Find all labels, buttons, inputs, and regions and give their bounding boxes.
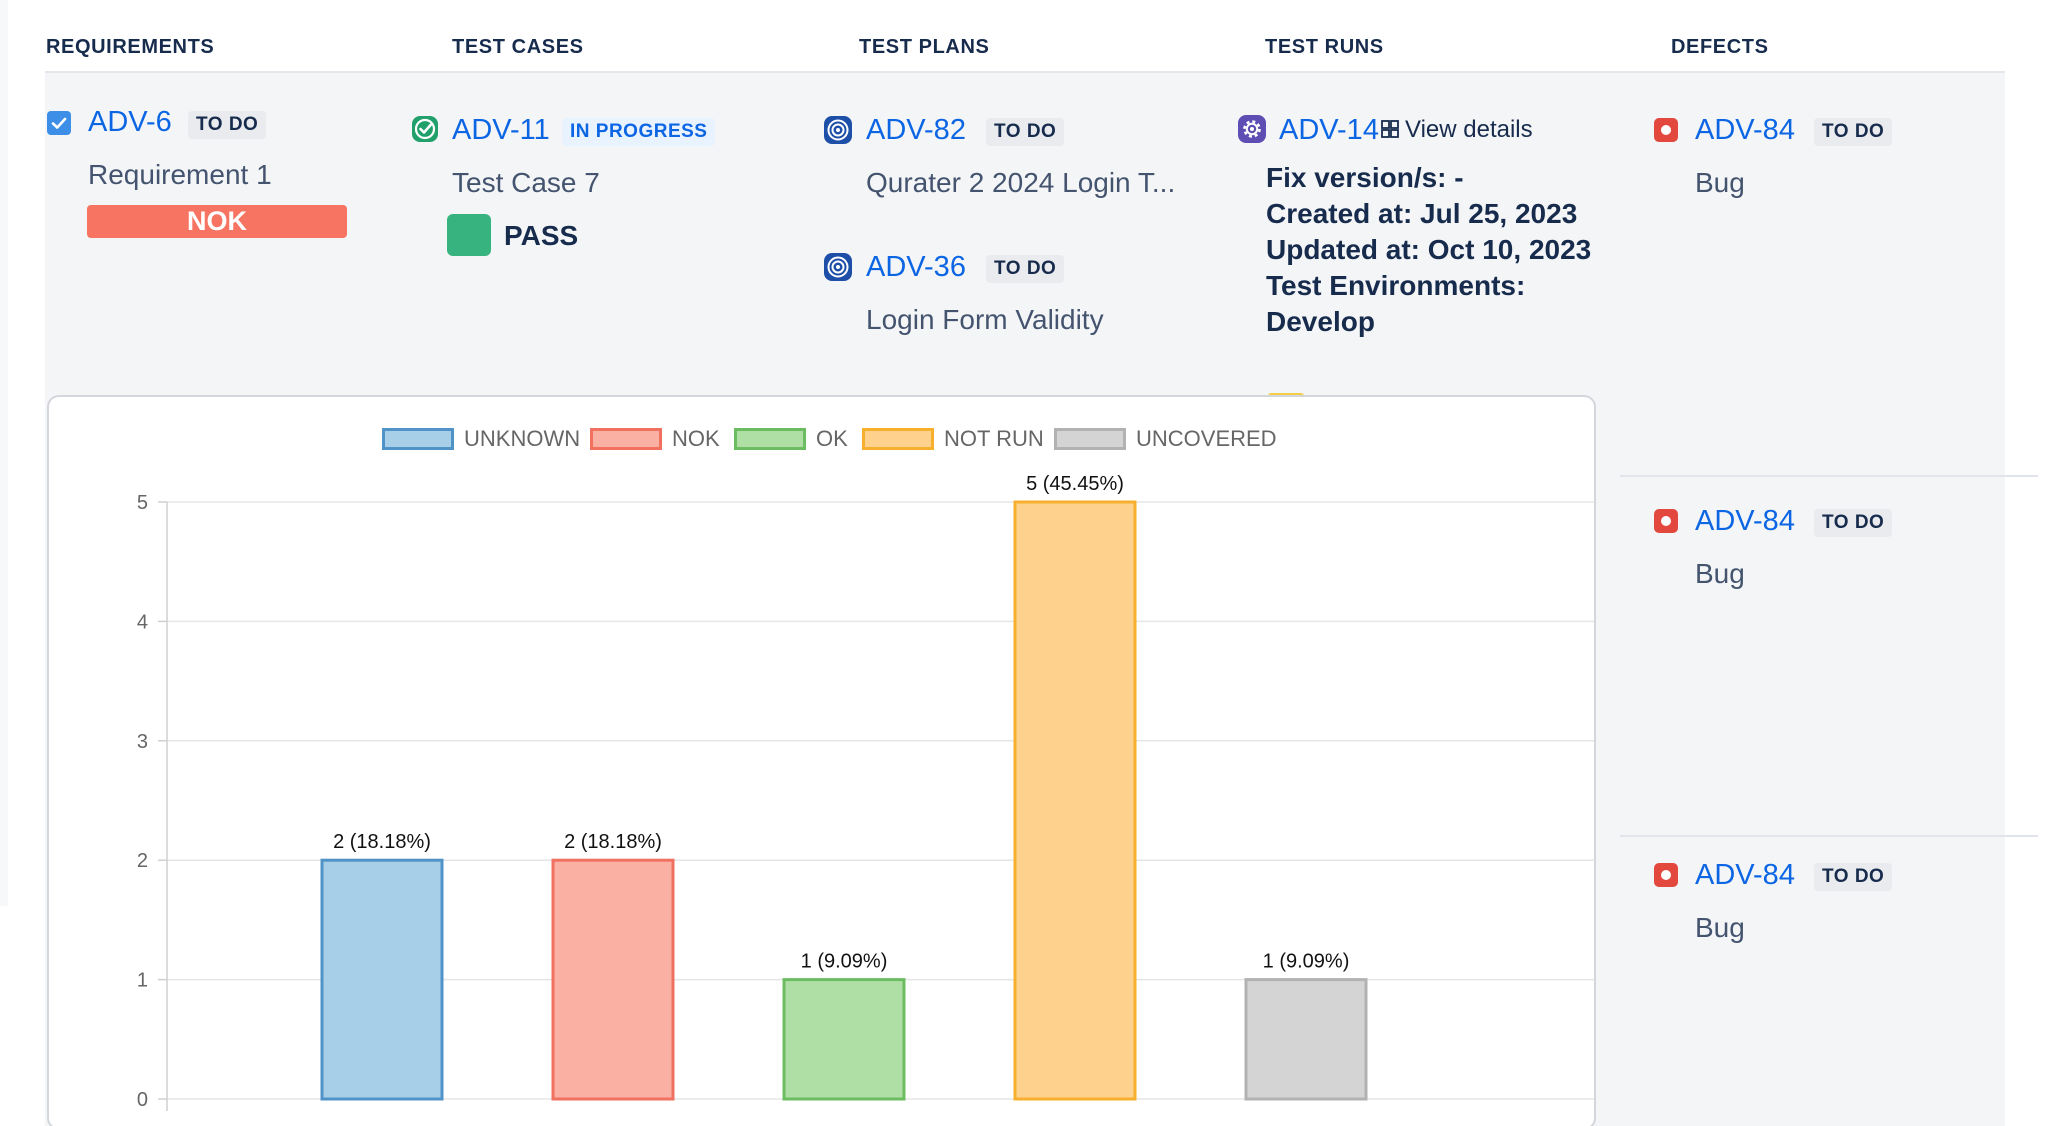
- bar-data-label: 1 (9.09%): [801, 951, 888, 973]
- fix-versions: Fix version/s: -: [1266, 162, 1464, 193]
- bar-uncovered[interactable]: [1244, 978, 1368, 1101]
- test-plan-status-badge: TO DO: [986, 255, 1065, 283]
- test-run-key-link[interactable]: ADV-14: [1279, 114, 1379, 146]
- view-details-link[interactable]: View details: [1380, 116, 1533, 144]
- test-plan-summary: Qurater 2 2024 Login T...: [866, 167, 1176, 198]
- y-tick-label: 2: [137, 850, 148, 872]
- legend-label: NOK: [672, 426, 720, 451]
- legend-label: UNKNOWN: [464, 426, 581, 451]
- checkbox-icon[interactable]: [47, 111, 71, 135]
- left-edge-strip: [0, 0, 8, 906]
- legend-item-unknown[interactable]: UNKNOWN: [382, 425, 580, 453]
- bar-data-label: 2 (18.18%): [333, 831, 431, 853]
- test-plan-status-badge: TO DO: [986, 118, 1065, 146]
- legend-item-not-run[interactable]: NOT RUN: [862, 425, 1044, 453]
- column-header-test-runs: TEST RUNS: [1265, 36, 1384, 58]
- bug-icon: [1653, 862, 1679, 893]
- test-case-summary: Test Case 7: [452, 167, 600, 198]
- bar-data-label: 2 (18.18%): [564, 831, 662, 853]
- column-header-test-cases: TEST CASES: [452, 36, 584, 58]
- y-tick-label: 5: [137, 492, 148, 514]
- defect-status-badge: TO DO: [1814, 118, 1893, 146]
- y-tick-label: 0: [137, 1089, 148, 1111]
- defect-status-badge: TO DO: [1814, 863, 1893, 891]
- test-run-details: Fix version/s: - Created at: Jul 25, 202…: [1266, 160, 1606, 340]
- bar-unknown[interactable]: [320, 858, 444, 1101]
- test-case-status-badge: IN PROGRESS: [562, 118, 716, 146]
- y-tick-label: 4: [137, 611, 148, 633]
- grid-icon: [1381, 120, 1399, 138]
- gear-icon: [1237, 114, 1267, 149]
- bug-icon: [1653, 117, 1679, 148]
- requirement-coverage-badge: NOK: [87, 205, 347, 238]
- coverage-bar-chart: 0 1 2 3 4 5 2 (18.18%) 2 (18.18%) 1 (9.09%) 5 (45…: [137, 473, 1594, 1111]
- defect-summary: Bug: [1695, 167, 1745, 198]
- test-plan-key-link[interactable]: ADV-82: [866, 114, 966, 146]
- defect-key-link[interactable]: ADV-84: [1695, 859, 1795, 891]
- defect-key-link[interactable]: ADV-84: [1695, 505, 1795, 537]
- y-tick-label: 1: [137, 970, 148, 992]
- updated-at: Updated at: Oct 10, 2023: [1266, 234, 1592, 265]
- header-divider: [45, 71, 2005, 73]
- legend-item-uncovered[interactable]: UNCOVERED: [1054, 425, 1277, 453]
- legend-item-nok[interactable]: NOK: [590, 425, 720, 453]
- test-case-result: PASS: [504, 220, 579, 251]
- requirement-key-link[interactable]: ADV-6: [88, 106, 172, 138]
- legend-swatch: [862, 428, 934, 450]
- legend-label: OK: [816, 426, 848, 451]
- test-plan-key-link[interactable]: ADV-36: [866, 251, 966, 283]
- column-header-test-plans: TEST PLANS: [859, 36, 990, 58]
- row-divider: [1620, 835, 2038, 837]
- legend-swatch: [590, 428, 662, 450]
- coverage-chart-card: 0 1 2 3 4 5 2 (18.18%) 2 (18.18%) 1 (9.09%) 5 (45…: [47, 395, 1596, 1126]
- bar-data-label: 1 (9.09%): [1263, 951, 1350, 973]
- bug-icon: [1653, 508, 1679, 539]
- column-header-defects: DEFECTS: [1671, 36, 1769, 58]
- chart-legend: UNKNOWN NOK OK NOT RUN UNCOVERED: [49, 397, 1594, 477]
- view-details-label: View details: [1405, 116, 1533, 143]
- legend-label: UNCOVERED: [1136, 426, 1277, 451]
- test-case-key-link[interactable]: ADV-11: [452, 114, 550, 146]
- bar-nok[interactable]: [551, 858, 675, 1101]
- legend-item-ok[interactable]: OK: [734, 425, 848, 453]
- target-icon: [823, 252, 853, 287]
- row-divider: [1620, 475, 2038, 477]
- bar-not-run[interactable]: [1013, 500, 1137, 1101]
- defect-summary: Bug: [1695, 558, 1745, 589]
- requirement-status-badge: TO DO: [188, 111, 267, 139]
- test-plan-summary: Login Form Validity: [866, 304, 1104, 335]
- defect-summary: Bug: [1695, 912, 1745, 943]
- bar-data-label: 5 (45.45%): [1026, 473, 1124, 495]
- pass-status-swatch: [447, 214, 491, 256]
- defect-status-badge: TO DO: [1814, 509, 1893, 537]
- defect-key-link[interactable]: ADV-84: [1695, 114, 1795, 146]
- requirement-summary: Requirement 1: [88, 159, 272, 190]
- legend-swatch: [734, 428, 806, 450]
- created-at: Created at: Jul 25, 2023: [1266, 198, 1578, 229]
- test-environments: Test Environments: Develop: [1266, 270, 1526, 337]
- column-header-requirements: REQUIREMENTS: [46, 36, 215, 58]
- y-tick-label: 3: [137, 731, 148, 753]
- legend-label: NOT RUN: [944, 426, 1044, 451]
- bar-ok[interactable]: [782, 978, 906, 1101]
- check-circle-icon: [410, 114, 440, 149]
- legend-swatch: [382, 428, 454, 450]
- legend-swatch: [1054, 428, 1126, 450]
- target-icon: [823, 115, 853, 150]
